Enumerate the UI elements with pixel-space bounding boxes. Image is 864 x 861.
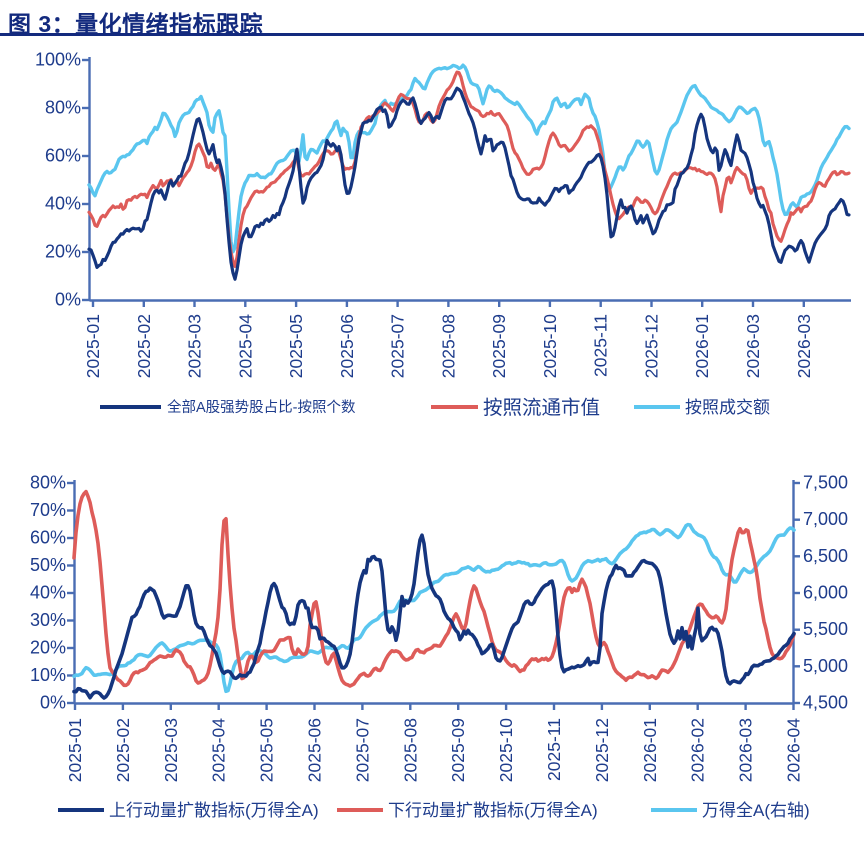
svg-text:2025-02: 2025-02 <box>113 718 133 782</box>
svg-text:2026-01: 2026-01 <box>692 314 712 378</box>
svg-text:40%: 40% <box>45 194 81 214</box>
svg-text:2025-01: 2025-01 <box>65 718 85 782</box>
svg-text:2026-02: 2026-02 <box>688 718 708 782</box>
svg-text:10%: 10% <box>30 665 66 685</box>
svg-text:70%: 70% <box>30 500 66 520</box>
svg-text:7,500: 7,500 <box>803 473 848 493</box>
svg-text:60%: 60% <box>30 528 66 548</box>
svg-text:2025-03: 2025-03 <box>161 718 181 782</box>
svg-text:7,000: 7,000 <box>803 509 848 529</box>
svg-text:6,500: 6,500 <box>803 546 848 566</box>
svg-text:按照成交额: 按照成交额 <box>685 398 770 417</box>
svg-text:30%: 30% <box>30 610 66 630</box>
svg-text:2025-03: 2025-03 <box>185 314 205 378</box>
svg-text:5,000: 5,000 <box>803 656 848 676</box>
svg-text:2025-12: 2025-12 <box>592 718 612 782</box>
svg-text:2025-04: 2025-04 <box>209 718 229 782</box>
svg-text:20%: 20% <box>30 638 66 658</box>
svg-text:2026-03: 2026-03 <box>736 718 756 782</box>
svg-text:2026-03: 2026-03 <box>794 314 814 378</box>
svg-text:60%: 60% <box>45 146 81 166</box>
svg-text:上行动量扩散指标(万得全A): 上行动量扩散指标(万得全A) <box>109 801 319 820</box>
svg-text:下行动量扩散指标(万得全A): 下行动量扩散指标(万得全A) <box>388 801 598 820</box>
svg-text:2025-09: 2025-09 <box>448 718 468 782</box>
svg-text:万得全A(右轴): 万得全A(右轴) <box>702 801 810 820</box>
svg-text:2025-08: 2025-08 <box>438 314 458 378</box>
svg-text:2025-04: 2025-04 <box>235 314 255 378</box>
svg-text:20%: 20% <box>45 242 81 262</box>
svg-text:5,500: 5,500 <box>803 619 848 639</box>
svg-text:2025-06: 2025-06 <box>337 314 357 378</box>
svg-text:2025-10: 2025-10 <box>496 718 516 782</box>
svg-text:2025-07: 2025-07 <box>352 718 372 782</box>
svg-text:0%: 0% <box>55 290 81 310</box>
svg-text:全部A股强势股占比-按照个数: 全部A股强势股占比-按照个数 <box>167 398 356 416</box>
svg-text:2025-10: 2025-10 <box>540 314 560 378</box>
svg-text:2025-11: 2025-11 <box>544 718 564 781</box>
svg-text:2025-09: 2025-09 <box>489 314 509 378</box>
svg-text:2025-01: 2025-01 <box>83 314 103 378</box>
svg-text:40%: 40% <box>30 583 66 603</box>
svg-text:按照流通市值: 按照流通市值 <box>483 397 600 419</box>
svg-text:2025-02: 2025-02 <box>134 314 154 378</box>
svg-text:2025-11: 2025-11 <box>591 314 611 377</box>
svg-text:2026-01: 2026-01 <box>640 718 660 782</box>
svg-text:2025-07: 2025-07 <box>388 314 408 378</box>
svg-text:4,500: 4,500 <box>803 693 848 713</box>
svg-text:2026-04: 2026-04 <box>784 718 804 782</box>
svg-text:100%: 100% <box>35 50 81 70</box>
svg-text:50%: 50% <box>30 555 66 575</box>
svg-text:6,000: 6,000 <box>803 583 848 603</box>
svg-text:2025-12: 2025-12 <box>642 314 662 378</box>
svg-text:2026-03: 2026-03 <box>743 314 763 378</box>
svg-text:2025-08: 2025-08 <box>400 718 420 782</box>
svg-text:0%: 0% <box>40 693 66 713</box>
svg-text:2025-05: 2025-05 <box>286 314 306 378</box>
svg-text:2025-05: 2025-05 <box>257 718 277 782</box>
svg-text:80%: 80% <box>30 473 66 493</box>
svg-text:2025-06: 2025-06 <box>305 718 325 782</box>
svg-text:80%: 80% <box>45 98 81 118</box>
